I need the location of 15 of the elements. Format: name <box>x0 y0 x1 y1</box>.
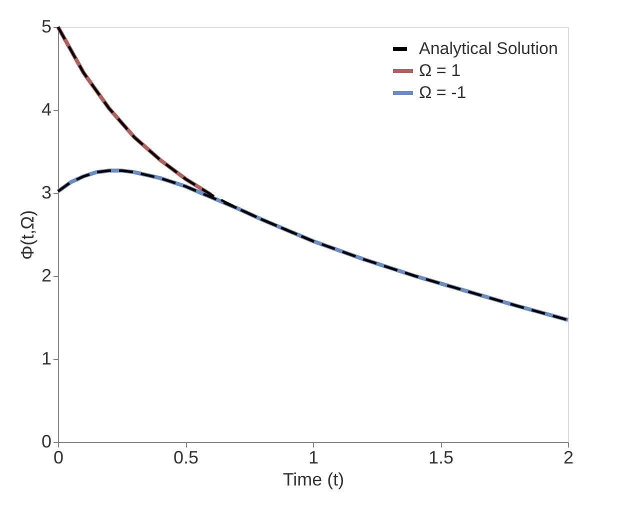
x-tick-label: 1 <box>308 448 319 468</box>
y-axis-title: Φ(t,Ω) <box>17 210 38 260</box>
x-tick-label: 1.5 <box>428 448 454 468</box>
legend-label: Ω = -1 <box>419 83 466 102</box>
y-tick-label: 0 <box>41 432 52 452</box>
y-tick-label: 4 <box>41 100 52 120</box>
x-axis-title: Time (t) <box>282 470 344 490</box>
legend-label: Ω = 1 <box>419 61 461 80</box>
y-tick-label: 1 <box>41 348 52 368</box>
y-tick-label: 5 <box>41 16 52 36</box>
legend-label: Analytical Solution <box>419 39 558 58</box>
y-tick-label: 3 <box>41 182 52 202</box>
y-tick-label: 2 <box>41 266 52 286</box>
x-tick-label: 0.5 <box>173 448 199 468</box>
x-tick-label: 2 <box>563 448 574 468</box>
